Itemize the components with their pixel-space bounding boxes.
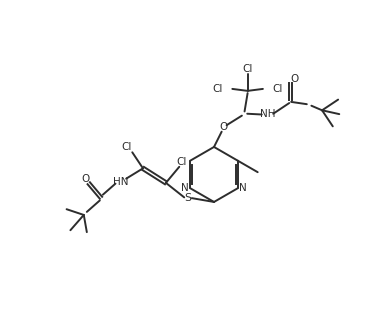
Text: N: N: [181, 183, 189, 193]
Text: O: O: [219, 122, 228, 132]
Text: N: N: [239, 183, 247, 193]
Text: Cl: Cl: [273, 84, 283, 94]
Text: HN: HN: [113, 177, 129, 187]
Text: Cl: Cl: [212, 84, 222, 94]
Text: NH: NH: [260, 110, 275, 120]
Text: S: S: [185, 193, 191, 203]
Text: Cl: Cl: [242, 64, 253, 74]
Text: Cl: Cl: [122, 142, 132, 152]
Text: O: O: [81, 174, 90, 184]
Text: Cl: Cl: [176, 157, 187, 167]
Text: O: O: [291, 74, 299, 84]
